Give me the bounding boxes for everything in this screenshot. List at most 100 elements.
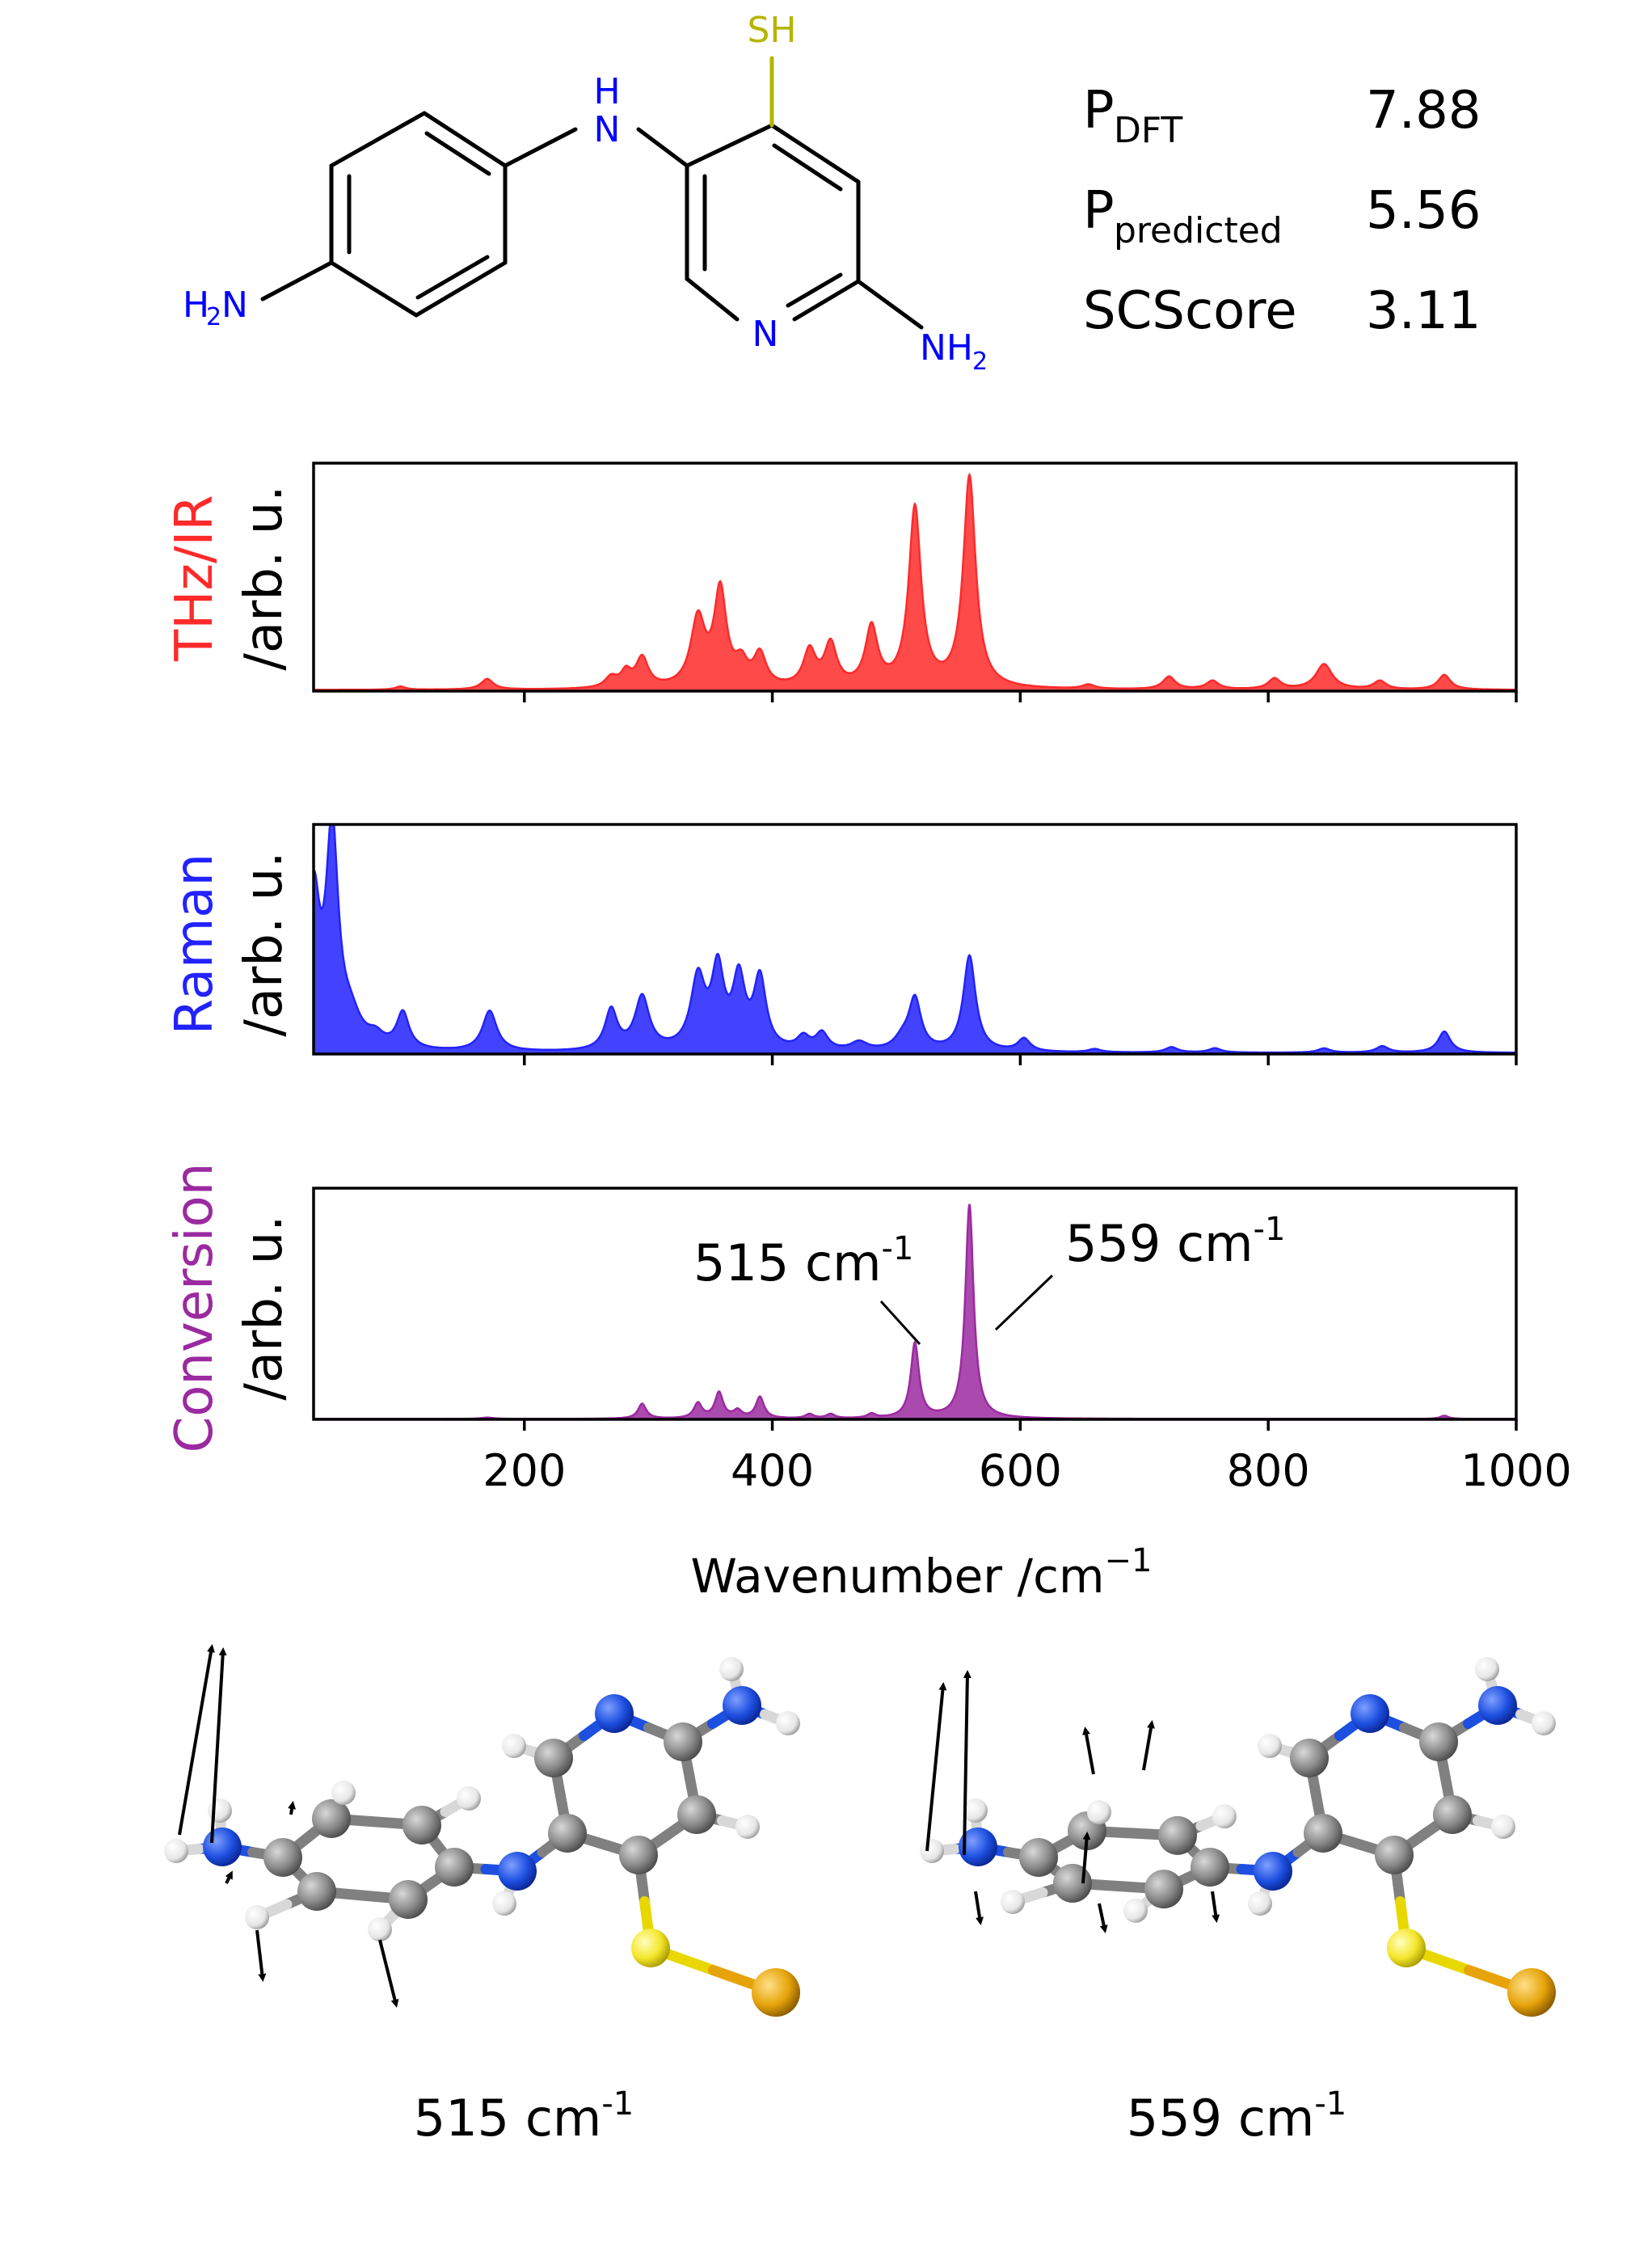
score-row: SCScore 3.11 xyxy=(1083,281,1481,341)
displacement-arrow xyxy=(225,1870,233,1884)
plot-frame xyxy=(312,823,1518,1056)
panel-ylabel-unit: /arb. u. xyxy=(234,1215,294,1400)
carbon-atom xyxy=(1144,1870,1183,1909)
carbon-atom xyxy=(312,1799,351,1838)
displacement-arrow xyxy=(963,1670,971,1856)
annotation-515: 515 cm-1 xyxy=(693,1230,921,1346)
gold-atom xyxy=(1507,1968,1556,2017)
hydrogen-atom xyxy=(735,1815,760,1839)
hydrogen-atom xyxy=(331,1781,356,1805)
nitrogen-atom xyxy=(723,1686,761,1725)
annotation-leader xyxy=(994,1274,1054,1331)
annotation-text: 515 cm-1 xyxy=(693,1230,913,1292)
spectrum-area xyxy=(314,474,1516,691)
carbon-atom xyxy=(297,1872,336,1911)
carbon-atom xyxy=(548,1814,587,1853)
displacement-arrow xyxy=(288,1801,297,1815)
nitrogen-atom xyxy=(203,1828,242,1866)
displacement-arrow xyxy=(1142,1720,1155,1771)
atom-nh-n: N xyxy=(594,109,621,150)
atom-amine-left-n: N xyxy=(221,285,248,326)
hydrogen-atom xyxy=(1248,1891,1272,1916)
panel-ylabel: THz/IR xyxy=(165,495,225,662)
hydrogen-atom xyxy=(1532,1711,1556,1735)
carbon-atom xyxy=(1053,1863,1092,1903)
bond xyxy=(422,111,508,168)
mode-caption-label: 559 cm xyxy=(1127,2089,1315,2148)
carbon-atom xyxy=(619,1836,658,1874)
x-tick-label: 800 xyxy=(1227,1445,1310,1496)
conversion-panel: Conversion /arb. u. 200 400 600 800 1000 xyxy=(165,1163,1572,1496)
score-label: SCScore xyxy=(1083,281,1297,341)
structure-2d: SH H N H 2 N N NH 2 xyxy=(183,10,988,376)
panel-ylabel-unit: /arb. u. xyxy=(234,485,294,670)
bond xyxy=(685,276,740,322)
x-tick-label: 1000 xyxy=(1460,1445,1571,1496)
nitrogen-atom xyxy=(1254,1852,1292,1891)
spectrum-area xyxy=(314,824,1516,1054)
carbon-atom xyxy=(1419,1722,1458,1761)
atom-ring-n: N xyxy=(752,314,779,355)
hydrogen-atom xyxy=(1212,1804,1237,1829)
bond xyxy=(685,123,774,168)
peak-annotations: 515 cm-1 559 cm-1 xyxy=(693,1211,1285,1346)
carbon-atom xyxy=(1019,1838,1058,1877)
carbon-atom xyxy=(1158,1815,1197,1855)
x-axis-label-sup: −1 xyxy=(1104,1542,1152,1579)
x-tick-label: 600 xyxy=(979,1445,1062,1496)
score-sub: DFT xyxy=(1114,110,1182,151)
sulfur-atom xyxy=(1387,1929,1426,1967)
hydrogen-atom xyxy=(1087,1800,1111,1825)
spectrum-area xyxy=(314,1204,1516,1419)
carbon-atom xyxy=(389,1880,428,1919)
nitrogen-atom xyxy=(595,1694,634,1733)
carbon-atom xyxy=(1375,1836,1414,1874)
atom-amine-left-h: H xyxy=(183,285,209,326)
mode-559-structure xyxy=(920,1657,1556,2017)
panel-ylabel: Raman xyxy=(165,854,225,1035)
nitrogen-atom xyxy=(959,1828,997,1866)
spectrum-line xyxy=(313,823,1517,1054)
displacement-arrow xyxy=(1098,1903,1108,1933)
carbon-atom xyxy=(1304,1814,1342,1853)
bond-double xyxy=(415,255,490,300)
score-row: P DFT 7.88 xyxy=(1083,81,1481,151)
atom-amine-right-n: NH xyxy=(920,327,973,369)
score-value: 5.56 xyxy=(1366,181,1481,241)
displacement-arrow xyxy=(974,1891,984,1925)
x-axis-title: Wavenumber /cm−1 xyxy=(691,1542,1153,1604)
mode-caption-559: 559 cm-1 xyxy=(1127,2085,1346,2148)
annotation-leader xyxy=(879,1300,921,1346)
bond xyxy=(414,260,508,318)
spectrum-line xyxy=(314,472,1516,691)
hydrogen-atom xyxy=(776,1711,800,1735)
plot-frame xyxy=(312,1187,1518,1421)
bonds xyxy=(260,56,924,330)
hydrogen-atom xyxy=(1001,1889,1025,1914)
bond xyxy=(792,279,861,322)
mode-caption-label: 515 cm xyxy=(414,2089,602,2148)
x-tick-label: 400 xyxy=(731,1445,814,1496)
nitrogen-atom xyxy=(1351,1694,1389,1733)
bond xyxy=(769,123,861,184)
carbon-atom xyxy=(263,1838,302,1877)
bond xyxy=(503,127,578,168)
carbon-atom xyxy=(402,1806,441,1845)
nitrogen-atom xyxy=(1478,1686,1517,1725)
hydrogen-atom xyxy=(457,1786,481,1811)
displacement-arrow xyxy=(178,1644,215,1836)
hydrogen-atom xyxy=(208,1798,232,1823)
raman-panel: Raman /arb. u. xyxy=(165,823,1518,1065)
score-row: P predicted 5.56 xyxy=(1083,181,1481,251)
annotation-sup: -1 xyxy=(882,1230,914,1267)
hydrogen-atom xyxy=(368,1917,392,1942)
displacement-arrow xyxy=(1082,1727,1095,1775)
score-value: 7.88 xyxy=(1366,81,1481,141)
hydrogen-atom xyxy=(245,1905,269,1929)
carbon-atom xyxy=(664,1722,702,1761)
bond xyxy=(856,279,924,330)
hydrogen-atom xyxy=(164,1839,188,1863)
annotation-text: 559 cm-1 xyxy=(1065,1211,1285,1273)
annotation-sup: -1 xyxy=(1254,1211,1286,1248)
